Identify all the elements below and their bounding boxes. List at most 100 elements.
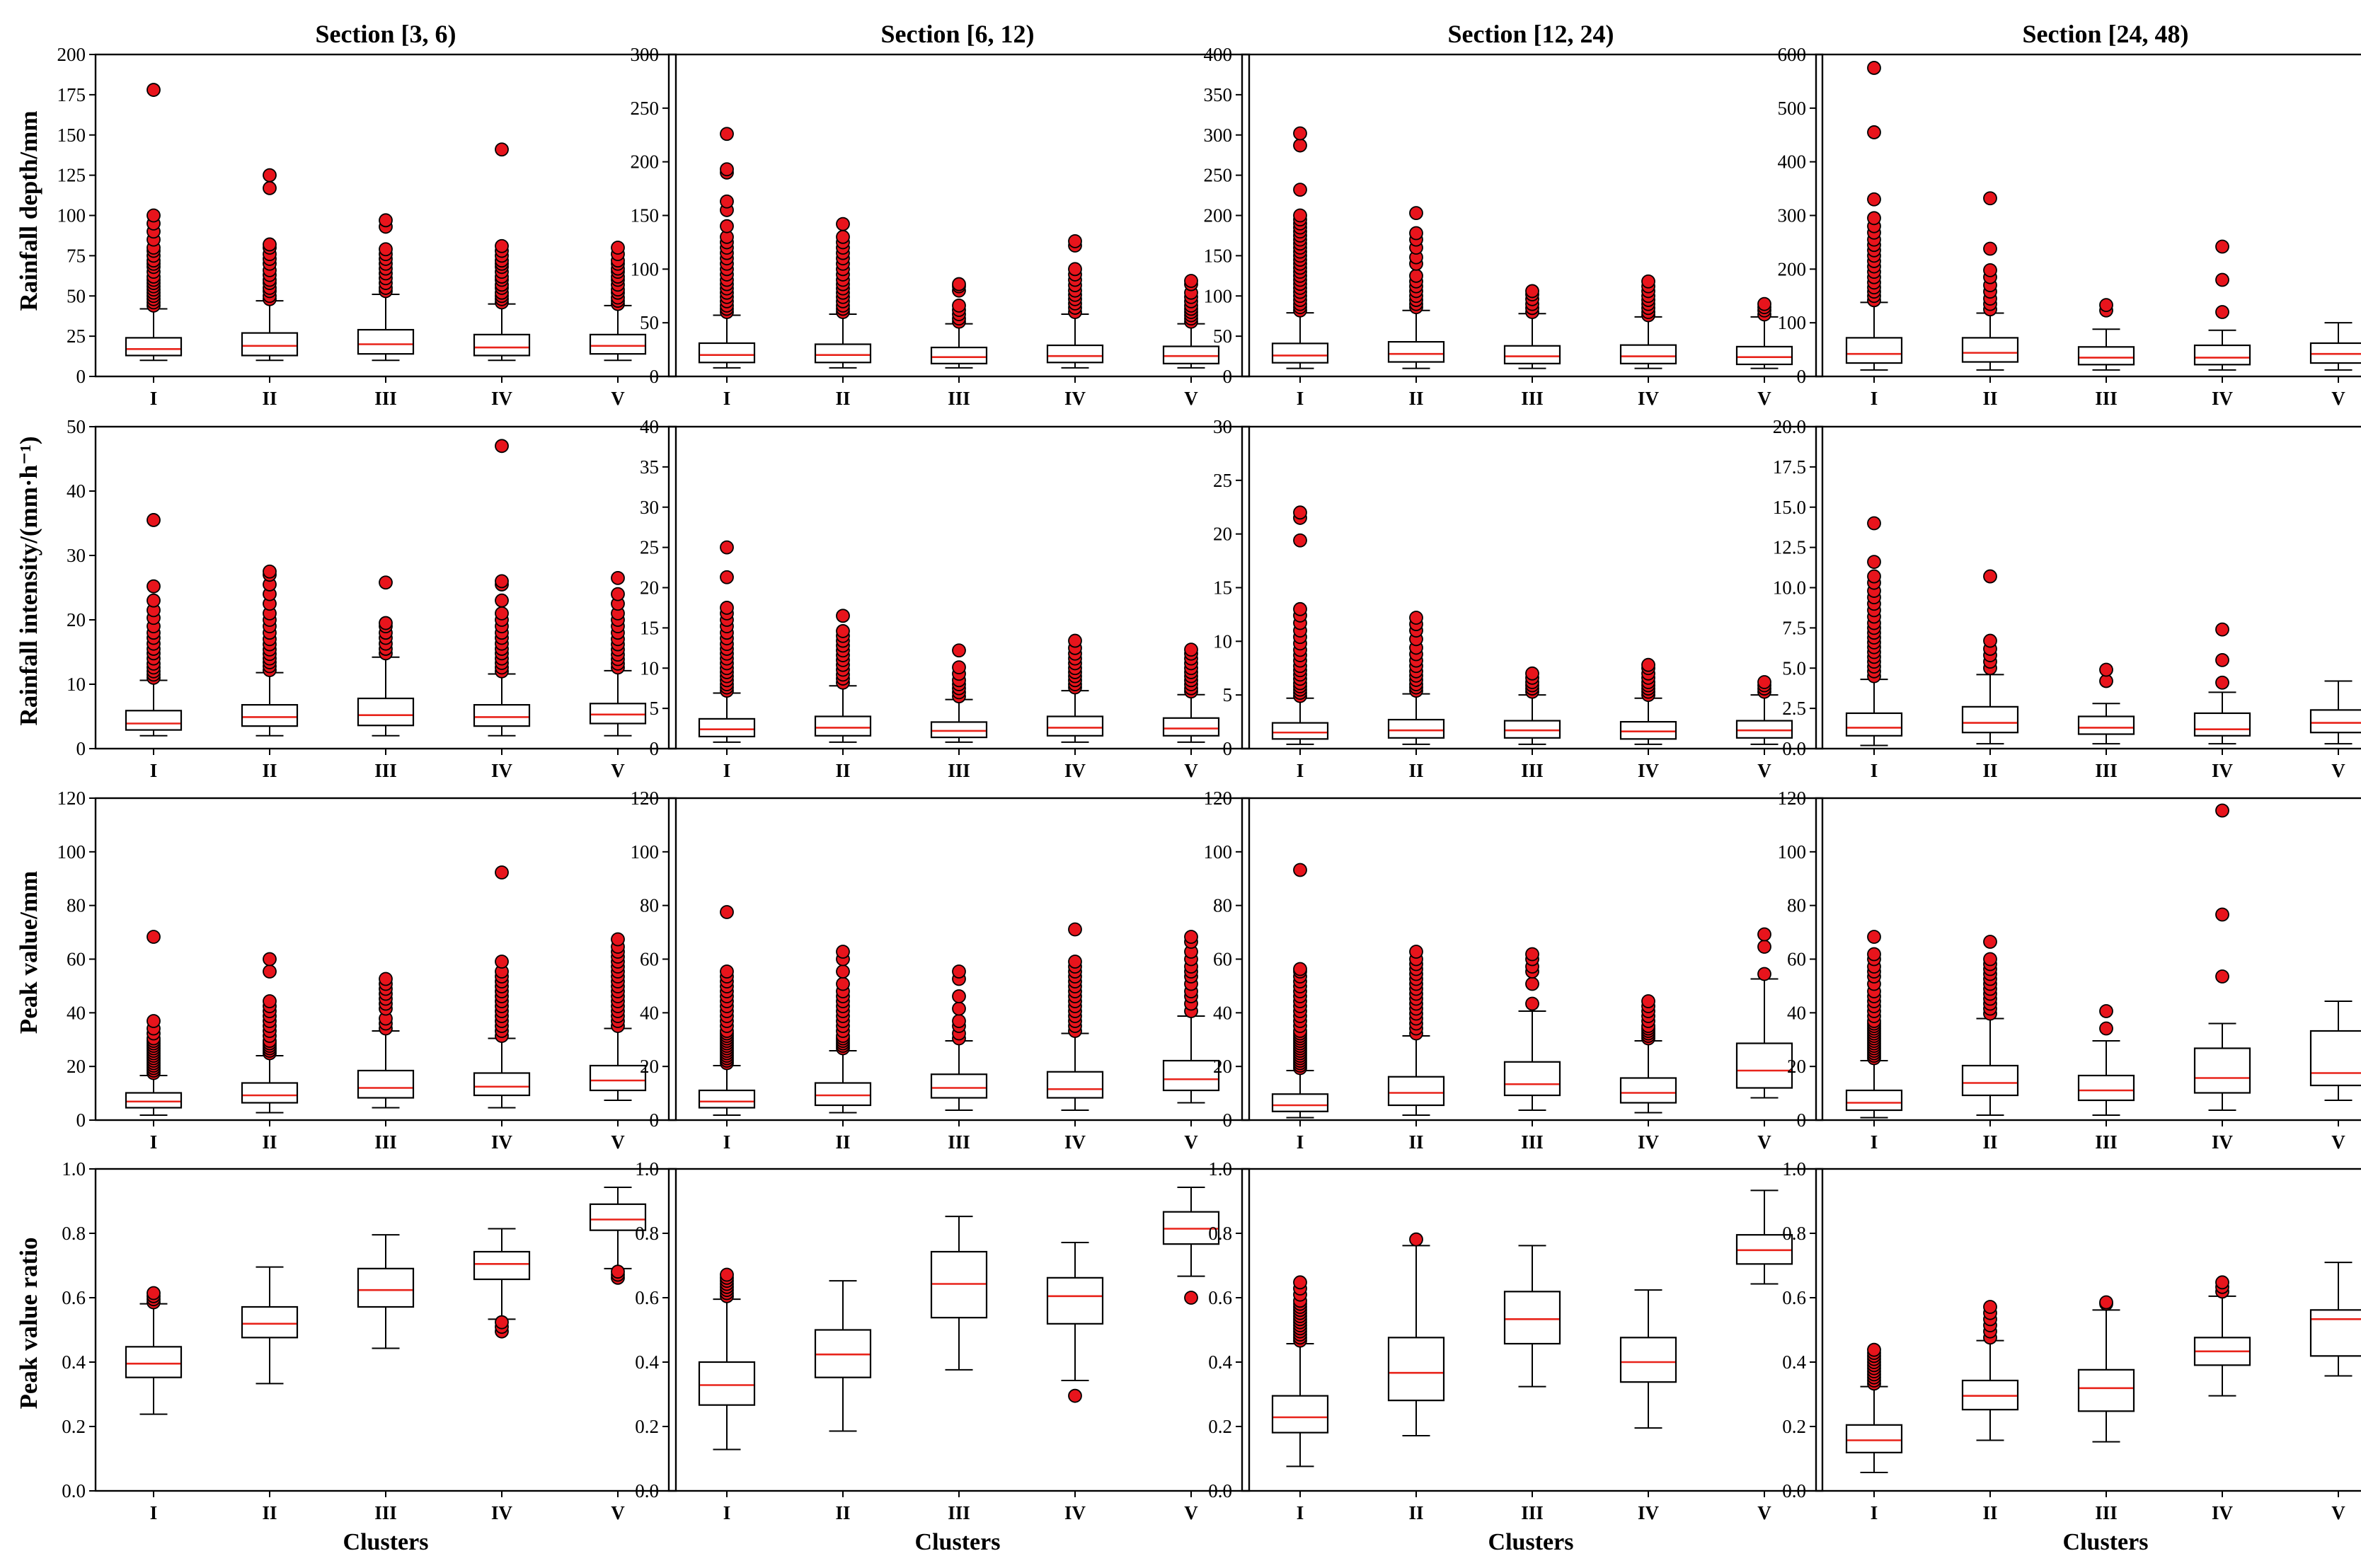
iqr-box	[1503, 720, 1561, 739]
outlier-point	[1983, 263, 1997, 277]
x-tick-label-ii: II	[262, 1502, 277, 1523]
x-tick-label-v: V	[2331, 388, 2345, 409]
box-cluster-iii	[1503, 1245, 1561, 1388]
iqr-box	[1271, 1395, 1329, 1434]
box-cluster-iv	[2193, 239, 2251, 371]
box-cluster-i	[125, 513, 183, 737]
x-tick-label-ii: II	[1408, 1131, 1423, 1153]
outlier-point	[1757, 940, 1771, 954]
box-cluster-iv	[473, 865, 531, 1109]
box-cluster-ii	[241, 952, 299, 1114]
iqr-box	[2309, 1030, 2361, 1087]
y-label-peak-value: Peak value/mm	[15, 871, 42, 1034]
iqr-box	[1387, 1337, 1445, 1402]
box-cluster-i	[1271, 1275, 1329, 1468]
box-cluster-ii	[1961, 935, 2019, 1116]
outlier-point	[1068, 922, 1082, 937]
x-tick-label-iii: III	[374, 388, 397, 409]
iqr-box	[589, 1064, 647, 1092]
iqr-box	[1271, 1093, 1329, 1112]
y-tick-label: 100	[1778, 841, 1807, 863]
box-cluster-ii	[1387, 945, 1445, 1116]
iqr-box	[1503, 1291, 1561, 1345]
y-tick-label: 0.0	[1782, 1480, 1806, 1501]
y-tick-label: 0.8	[635, 1223, 659, 1244]
outlier-point	[1525, 284, 1539, 299]
y-tick-label: 1.0	[635, 1158, 659, 1180]
box-cluster-iii	[357, 213, 415, 362]
outlier-point	[495, 606, 509, 621]
y-tick-label: 120	[1204, 788, 1233, 809]
y-tick-label: 400	[1778, 151, 1807, 173]
y-tick-label: 10.0	[1773, 577, 1806, 599]
box-cluster-iv	[2193, 803, 2251, 1111]
x-tick-label-i: I	[1871, 1502, 1878, 1523]
y-tick-label: 0.0	[62, 1480, 86, 1501]
y-tick-label: 5.0	[1782, 657, 1806, 679]
x-tick-label-i: I	[150, 388, 158, 409]
outlier-point	[1293, 138, 1307, 153]
box-cluster-v	[1735, 927, 1793, 1099]
box-cluster-iv	[1619, 1289, 1677, 1429]
y-tick-label: 0.0	[1208, 1480, 1232, 1501]
outlier-point	[1757, 675, 1771, 689]
outlier-point	[263, 180, 277, 195]
box-cluster-iii	[2077, 662, 2135, 745]
iqr-box	[1619, 720, 1677, 740]
outlier-point	[1293, 1275, 1307, 1290]
y-tick-label: 350	[1204, 84, 1233, 105]
y-tick-label: 300	[1204, 125, 1233, 146]
x-tick-label-ii: II	[262, 760, 277, 781]
y-tick-label: 0	[650, 366, 660, 387]
y-tick-label: 100	[631, 841, 660, 863]
iqr-box	[2077, 1368, 2135, 1412]
column-title-4: Section [24, 48)	[2023, 20, 2189, 48]
iqr-box	[1271, 342, 1329, 364]
outlier-point	[1867, 555, 1881, 569]
y-tick-label: 250	[631, 98, 660, 119]
y-tick-label: 40	[67, 480, 86, 502]
x-tick-label-iii: III	[1521, 1131, 1544, 1153]
outlier-point	[2215, 1275, 2229, 1290]
outlier-point	[611, 241, 625, 255]
iqr-box	[241, 704, 299, 727]
outlier-point	[1525, 976, 1539, 991]
iqr-box	[2193, 712, 2251, 737]
outlier-point	[1867, 125, 1881, 139]
y-tick-label: 100	[1204, 841, 1233, 863]
outlier-point	[2215, 622, 2229, 637]
panel-r4-c2: 0.00.20.40.60.81.0I II III IV V	[635, 1158, 1251, 1523]
y-tick-label: 40	[1787, 1002, 1806, 1023]
iqr-box	[1961, 705, 2019, 734]
outlier-point	[1525, 666, 1539, 681]
iqr-box	[1961, 1064, 2019, 1097]
row-y-labels: Rainfall depth/mm Rainfall intensity/(mm…	[15, 111, 42, 1410]
outlier-point	[1757, 296, 1771, 311]
outlier-point	[611, 570, 625, 585]
y-tick-label: 0	[650, 1109, 660, 1131]
x-label-col-3: Clusters	[1488, 1529, 1574, 1555]
x-tick-label-ii: II	[1982, 1502, 1997, 1523]
box-cluster-v	[589, 570, 647, 737]
y-tick-label: 1.0	[1782, 1158, 1806, 1180]
outlier-point	[1867, 569, 1881, 584]
box-cluster-iii	[357, 1234, 415, 1349]
outlier-point	[147, 593, 161, 608]
iqr-box	[1387, 1076, 1445, 1107]
iqr-box	[1162, 1059, 1220, 1092]
x-label-col-4: Clusters	[2063, 1529, 2149, 1555]
x-tick-label-iv: IV	[1638, 1131, 1660, 1153]
x-tick-label-i: I	[1297, 1502, 1304, 1523]
outlier-point	[147, 208, 161, 223]
y-tick-label: 20.0	[1773, 416, 1806, 437]
y-tick-label: 17.5	[1773, 456, 1806, 478]
y-tick-label: 120	[57, 788, 86, 809]
x-tick-label-iii: III	[948, 1131, 970, 1153]
outlier-point	[2099, 1295, 2113, 1310]
x-tick-label-ii: II	[1408, 388, 1423, 409]
box-cluster-i	[125, 83, 183, 362]
box-cluster-ii	[241, 168, 299, 362]
